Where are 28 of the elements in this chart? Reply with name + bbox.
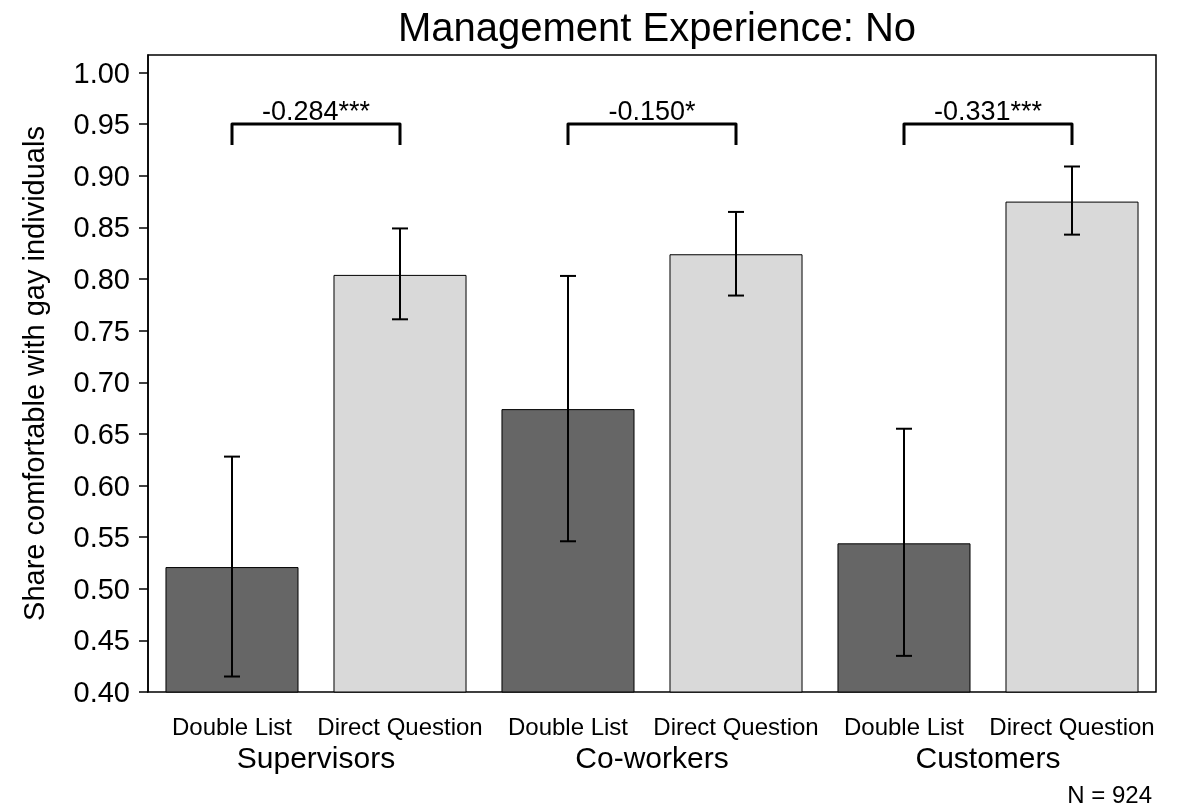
text: N = 924	[1067, 780, 1153, 808]
y-axis-title: Share comfortable with gay individuals	[17, 126, 50, 621]
annotation: -0.284***	[261, 96, 371, 126]
annotation: -0.150*	[608, 96, 697, 126]
y-tick-label: 0.95	[73, 108, 130, 141]
y-tick-label: 0.50	[73, 572, 130, 605]
y-tick-label: 0.45	[73, 624, 130, 657]
y-tick-label: 0.55	[73, 521, 130, 554]
y-tick-label: 0.40	[73, 676, 130, 708]
y-tick-label: 0.60	[73, 469, 130, 502]
y-tick-label: 1.00	[73, 56, 130, 89]
text: Direct Question	[989, 712, 1155, 740]
annotation: -0.331***	[933, 96, 1043, 126]
series-label: Double List	[171, 712, 293, 740]
y-tick-label: 0.80	[73, 263, 130, 296]
text: Direct Question	[653, 712, 819, 740]
x-tick-label: Customers	[915, 740, 1061, 774]
y-tick-label: 0.90	[73, 159, 130, 192]
text: Double List	[843, 712, 965, 740]
x-tick-label: Supervisors	[236, 740, 396, 774]
x-tick-label: Co-workers	[575, 740, 729, 774]
chart-title: Management Experience: No	[397, 5, 917, 49]
y-tick-label: 0.75	[73, 314, 130, 347]
series-label: Direct Question	[317, 712, 483, 740]
y-tick-label: 0.70	[73, 366, 130, 399]
y-tick-label: 0.65	[73, 417, 130, 450]
y-tick-label: 0.85	[73, 211, 130, 244]
text: Double List	[507, 712, 629, 740]
